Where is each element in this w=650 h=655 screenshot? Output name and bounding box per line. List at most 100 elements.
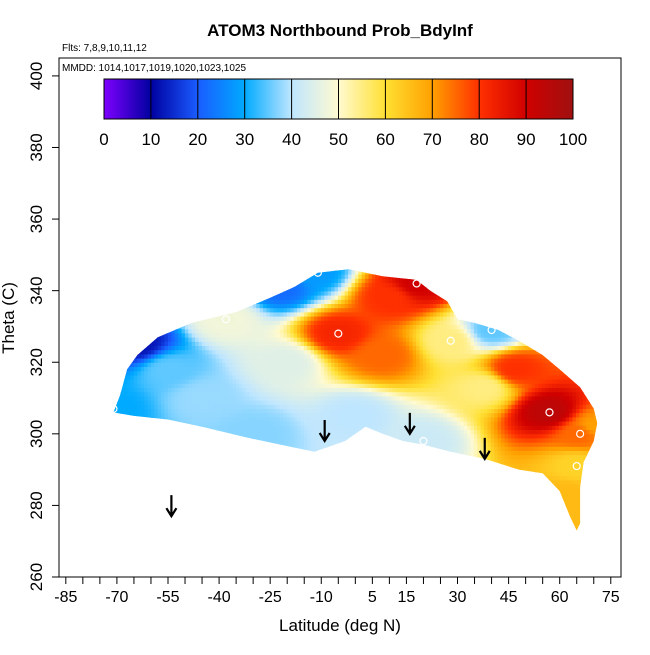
field-cell <box>351 278 356 284</box>
field-cell <box>161 371 166 376</box>
field-cell <box>127 463 132 469</box>
field-cell <box>286 350 291 355</box>
field-cell <box>222 329 227 334</box>
field-cell <box>174 375 179 381</box>
field-cell <box>334 354 339 360</box>
field-cell <box>130 476 135 481</box>
field-cell <box>273 316 278 322</box>
field-cell <box>157 371 162 376</box>
field-cell <box>164 299 169 305</box>
field-cell <box>205 358 210 364</box>
field-cell <box>201 295 206 301</box>
field-cell <box>286 514 291 519</box>
field-cell <box>351 299 356 305</box>
field-cell <box>198 358 203 364</box>
field-cell <box>120 354 125 360</box>
field-cell <box>354 367 359 372</box>
field-cell <box>276 375 281 381</box>
field-cell <box>263 438 268 444</box>
field-cell <box>181 484 186 490</box>
field-cell <box>215 362 220 368</box>
field-cell <box>266 299 271 305</box>
field-cell <box>154 371 159 376</box>
field-cell <box>266 446 271 452</box>
field-cell <box>201 337 206 343</box>
field-cell <box>269 400 274 406</box>
field-cell <box>148 539 152 544</box>
field-cell <box>113 505 118 511</box>
field-cell <box>331 291 336 297</box>
field-cell <box>208 404 213 410</box>
field-cell <box>324 375 329 381</box>
field-cell <box>184 442 189 448</box>
field-cell <box>239 308 244 313</box>
field-cell <box>188 383 193 389</box>
field-cell <box>263 299 268 305</box>
field-cell <box>113 514 115 519</box>
field-cell <box>137 333 142 339</box>
field-cell <box>293 295 298 301</box>
field-cell <box>229 509 234 515</box>
field-cell <box>184 367 189 372</box>
field-cell <box>300 493 305 498</box>
field-cell <box>337 337 342 343</box>
field-cell <box>324 476 329 481</box>
field-cell <box>198 350 203 355</box>
field-cell <box>218 274 223 280</box>
field-cell <box>130 337 135 343</box>
field-cell <box>184 413 189 418</box>
field-cell <box>266 488 271 494</box>
field-cell <box>307 535 311 540</box>
field-cell <box>120 304 125 309</box>
field-cell <box>290 493 295 498</box>
field-cell <box>348 497 353 502</box>
field-cell <box>222 383 227 389</box>
field-cell <box>212 379 217 385</box>
field-cell <box>334 497 339 502</box>
field-cell <box>165 531 169 536</box>
field-cell <box>167 476 172 481</box>
field-cell <box>113 367 118 372</box>
field-cell <box>191 274 196 280</box>
field-cell <box>337 476 342 481</box>
field-cell <box>256 434 261 439</box>
field-cell <box>273 531 277 536</box>
field-cell <box>201 501 206 507</box>
field-cell <box>201 425 206 431</box>
field-cell <box>229 325 234 330</box>
field-cell <box>263 308 268 313</box>
field-cell <box>116 270 121 276</box>
field-cell <box>171 430 176 435</box>
field-cell <box>348 316 353 322</box>
field-cell <box>218 392 223 397</box>
field-cell <box>345 539 349 544</box>
field-cell <box>331 514 336 519</box>
field-cell <box>286 379 291 385</box>
field-cell <box>171 455 176 460</box>
field-cell <box>181 459 186 465</box>
field-cell <box>137 308 142 313</box>
field-cell <box>300 299 305 305</box>
field-cell <box>314 358 319 364</box>
field-cell <box>324 262 328 267</box>
field-cell <box>181 299 186 305</box>
field-cell <box>208 308 213 313</box>
field-cell <box>208 354 213 360</box>
field-cell <box>283 480 288 486</box>
field-cell <box>127 304 132 309</box>
field-cell <box>181 438 186 444</box>
field-cell <box>297 287 302 292</box>
field-cell <box>113 304 115 309</box>
field-cell <box>212 396 217 402</box>
field-cell <box>218 287 223 292</box>
field-cell <box>201 283 206 288</box>
field-cell <box>161 329 166 334</box>
field-cell <box>297 430 302 435</box>
field-cell <box>273 480 278 486</box>
field-cell <box>239 346 244 351</box>
field-cell <box>113 329 115 334</box>
field-cell <box>317 505 322 511</box>
field-cell <box>195 446 200 452</box>
field-cell <box>337 463 342 469</box>
field-cell <box>201 417 206 423</box>
